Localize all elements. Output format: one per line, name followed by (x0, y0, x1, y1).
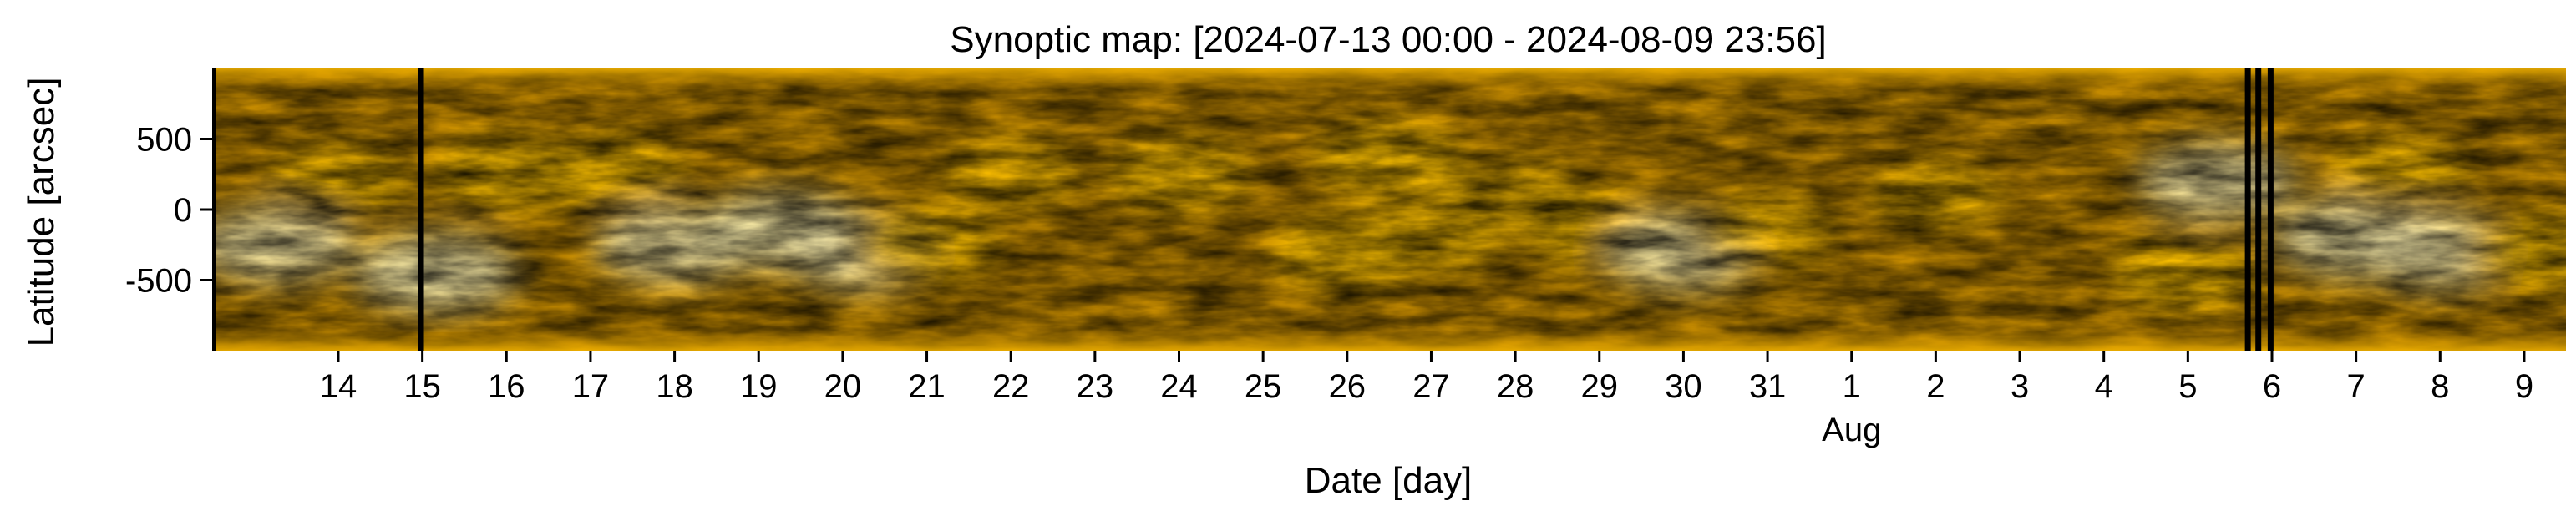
data-gap-1 (418, 68, 424, 351)
y-axis-label: Latitude [arcsec] (21, 78, 62, 347)
x-tick-label-15: 29 (1581, 368, 1619, 405)
x-tick-label-13: 27 (1412, 368, 1450, 405)
plot-area (212, 68, 2566, 351)
data-gaps-layer (212, 68, 2274, 351)
x-tick-label-17: 31 (1749, 368, 1787, 405)
x-tick-label-3: 17 (572, 368, 610, 405)
x-tick-label-9: 23 (1077, 368, 1114, 405)
x-tick-label-5: 19 (740, 368, 778, 405)
x-tick-label-0: 14 (320, 368, 357, 405)
x-tick-label-2: 16 (488, 368, 525, 405)
x-tick-label-4: 18 (656, 368, 693, 405)
x-tick-label-6: 20 (824, 368, 862, 405)
x-tick-label-10: 24 (1160, 368, 1198, 405)
x-tick-label-8: 22 (992, 368, 1030, 405)
y-tick-label-1: 0 (174, 192, 192, 229)
x-axis-label: Date [day] (1305, 460, 1473, 501)
x-tick-label-25: 8 (2431, 368, 2449, 405)
x-tick-label-18: 1 (1843, 368, 1861, 405)
x-tick-label-24: 7 (2347, 368, 2366, 405)
x-month-label-0: Aug (1822, 412, 1881, 448)
x-tick-label-14: 28 (1497, 368, 1534, 405)
data-gap-4 (2267, 68, 2274, 351)
x-tick-label-12: 26 (1329, 368, 1367, 405)
y-axis: 500 0 -500 (125, 122, 212, 300)
x-tick-label-23: 6 (2263, 368, 2281, 405)
x-tick-label-19: 2 (1926, 368, 1945, 405)
data-gap-0 (212, 68, 216, 351)
x-tick-label-21: 4 (2095, 368, 2113, 405)
x-tick-label-7: 21 (908, 368, 946, 405)
y-tick-label-2: -500 (125, 263, 192, 300)
chart-title: Synoptic map: [2024-07-13 00:00 - 2024-0… (950, 19, 1826, 60)
x-tick-label-20: 3 (2011, 368, 2029, 405)
x-tick-label-1: 15 (403, 368, 441, 405)
data-gap-2 (2244, 68, 2251, 351)
data-gap-3 (2255, 68, 2262, 351)
limb-brightening-layer (212, 68, 2566, 351)
x-tick-label-16: 30 (1665, 368, 1702, 405)
x-tick-label-26: 9 (2515, 368, 2533, 405)
y-tick-label-0: 500 (136, 122, 192, 159)
x-tick-label-22: 5 (2178, 368, 2197, 405)
x-axis: 14 15 16 17 18 19 20 21 22 23 24 25 26 27 28 29 30 31 1 2 3 4… (320, 351, 2533, 448)
x-tick-label-11: 25 (1245, 368, 1282, 405)
